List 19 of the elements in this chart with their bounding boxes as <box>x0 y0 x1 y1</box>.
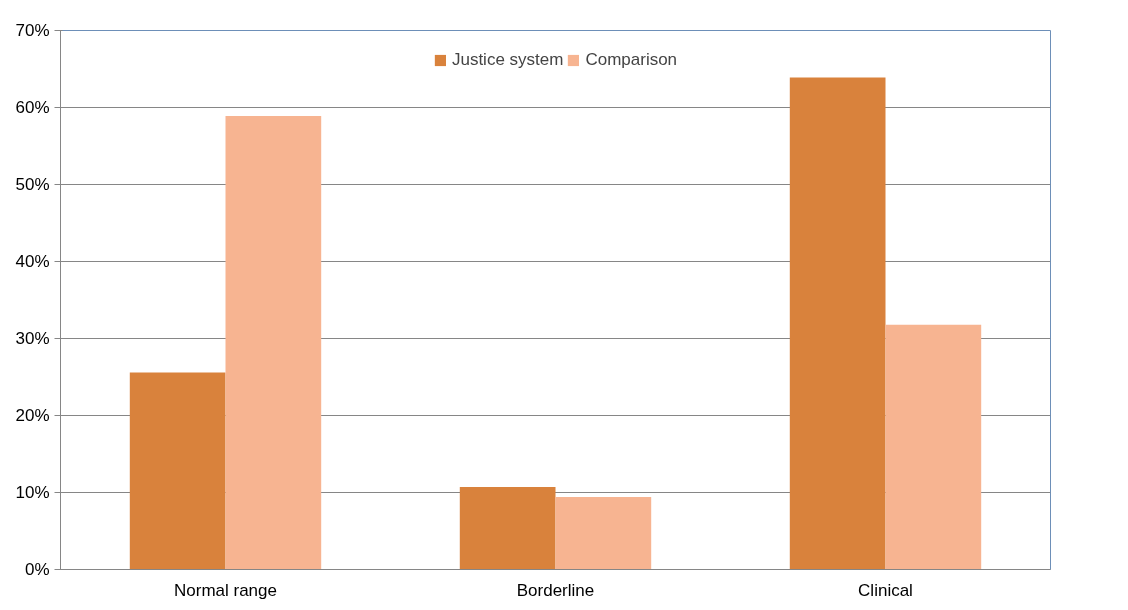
y-tick-label: 30% <box>15 329 50 348</box>
y-tick-label: 40% <box>15 252 50 271</box>
bar <box>885 324 982 570</box>
legend-label: Comparison <box>585 50 678 70</box>
legend-label: Justice system <box>451 50 564 70</box>
bar <box>225 115 322 570</box>
x-tick-label: Normal range <box>174 580 278 600</box>
x-tick-label: Borderline <box>516 580 595 600</box>
y-tick-label: 0% <box>24 560 50 579</box>
y-tick-label: 20% <box>15 406 50 425</box>
y-tick-label: 10% <box>15 483 50 502</box>
y-tick-label: 60% <box>15 98 50 117</box>
bar <box>555 497 652 570</box>
bar <box>129 372 226 570</box>
bar <box>789 77 886 570</box>
y-tick-label: 70% <box>15 21 50 40</box>
bar <box>459 487 556 570</box>
y-tick-label: 50% <box>15 175 50 194</box>
x-tick-label: Clinical <box>858 580 913 600</box>
